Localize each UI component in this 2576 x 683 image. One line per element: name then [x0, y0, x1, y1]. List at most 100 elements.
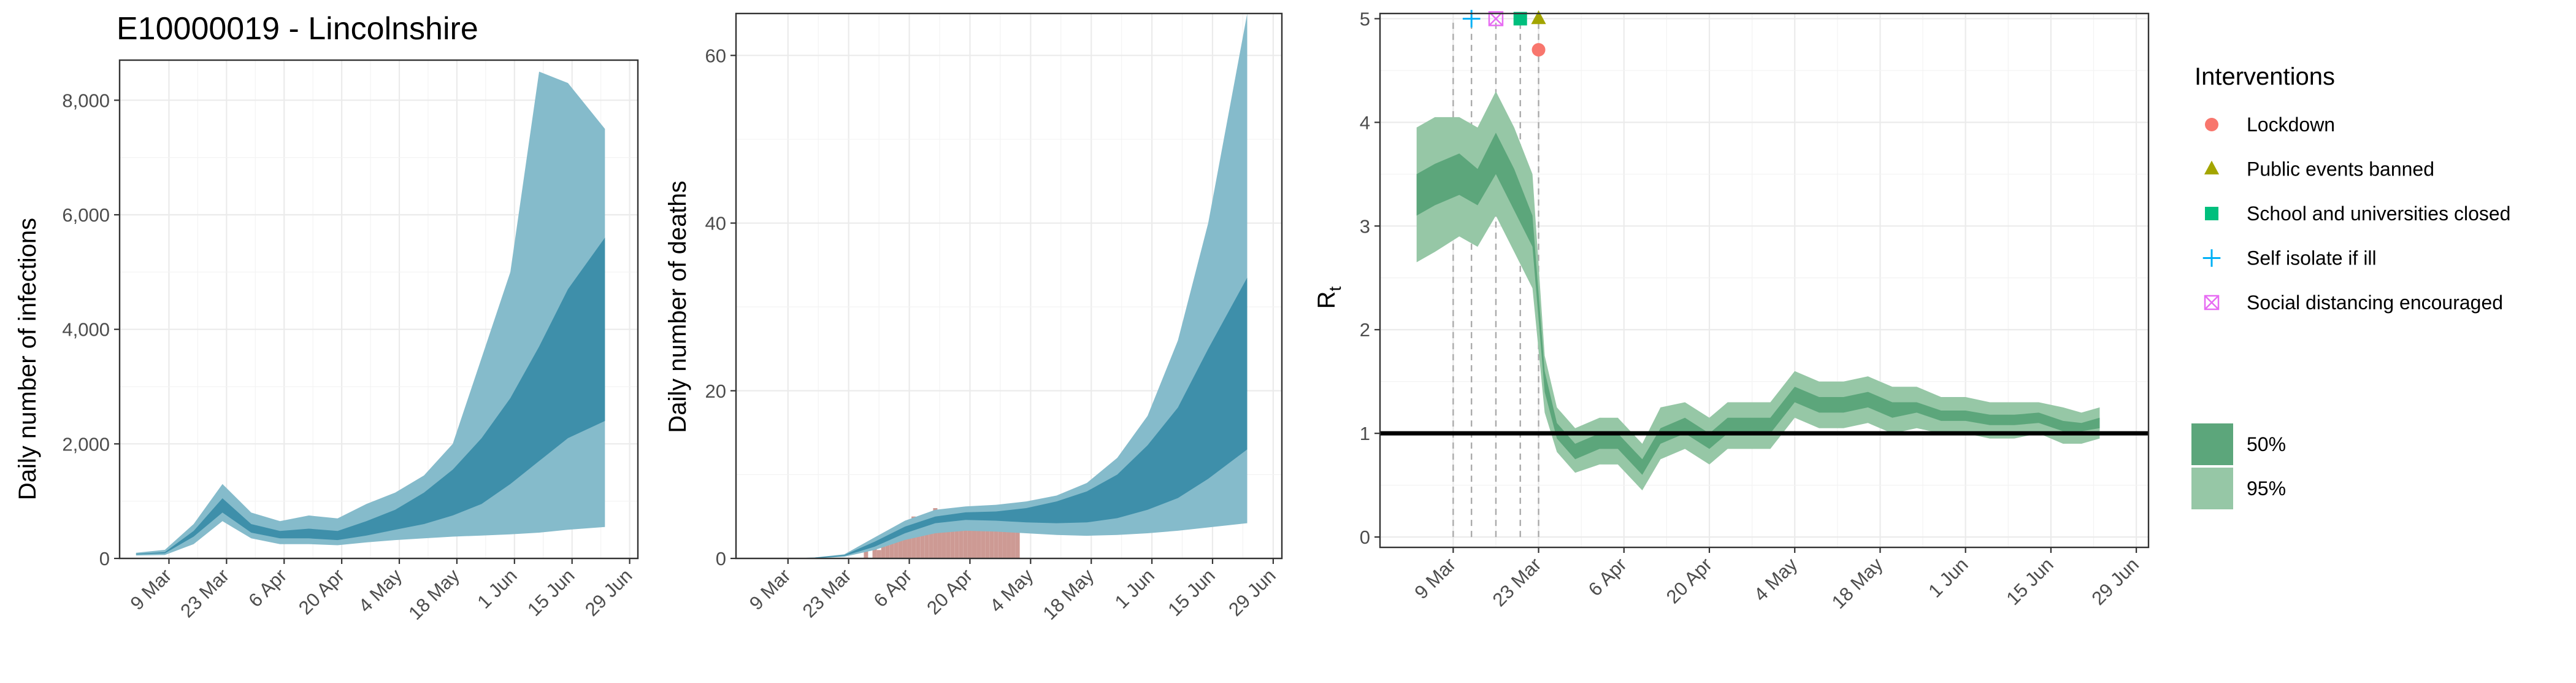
x-tick-label: 29 Jun — [2087, 554, 2143, 609]
observed-death-bar — [872, 541, 877, 558]
y-tick-label: 4,000 — [62, 319, 110, 341]
legend: Interventions Lockdown Public events bann… — [2191, 63, 2510, 509]
panel-border — [735, 12, 1283, 560]
observed-death-bar — [881, 541, 886, 558]
y-tick-label: 2,000 — [62, 433, 110, 455]
y-tick-label: 60 — [705, 45, 726, 66]
x-tick-label: 4 May — [986, 565, 1038, 617]
observed-death-bar — [946, 516, 951, 558]
observed-death-bar — [989, 525, 994, 558]
observed-death-bar — [1015, 516, 1020, 558]
observed-death-bar — [864, 550, 868, 558]
rt-bands — [1416, 91, 2100, 491]
x-tick-label: 9 Mar — [745, 565, 795, 614]
x-tick-label: 9 Mar — [126, 565, 176, 614]
observed-death-bar — [929, 525, 933, 558]
x-tick-label: 4 May — [1750, 554, 1802, 606]
legend-key-boxcross — [2204, 295, 2220, 311]
y-tick-label: 3 — [1360, 215, 1370, 237]
observed-death-bar — [963, 508, 968, 558]
observed-death-bar — [981, 516, 986, 558]
observed-death-bar — [959, 525, 964, 558]
observed-death-bar — [967, 516, 972, 558]
x-tick-label: 15 Jun — [2002, 554, 2058, 609]
x-tick-label: 20 Apr — [294, 565, 348, 619]
x-tick-label: 1 Jun — [1924, 554, 1972, 601]
observed-death-bar — [1002, 525, 1007, 558]
y-tick-label: 5 — [1360, 8, 1370, 29]
x-tick-label: 6 Apr — [1584, 554, 1631, 600]
observed-death-bar — [950, 508, 955, 558]
x-tick-label: 4 May — [355, 565, 407, 617]
observed-death-bar — [941, 525, 946, 558]
x-tick-label: 20 Apr — [1662, 554, 1716, 608]
x-tick-label: 18 May — [1039, 565, 1098, 624]
deaths-band-50 — [753, 277, 1248, 558]
observed-death-bar — [902, 533, 907, 558]
observed-death-bar — [920, 516, 925, 558]
panel-border — [118, 59, 639, 560]
x-tick-label: 23 Mar — [799, 565, 856, 622]
y-tick-label: 0 — [99, 548, 110, 569]
infections-y-label: Daily number of infections — [14, 218, 41, 500]
legend-label: School and universities closed — [2247, 203, 2510, 225]
infections-bands — [136, 71, 605, 556]
intervention-marker — [1531, 43, 1546, 57]
observed-death-bar — [972, 516, 976, 558]
deaths-bands — [753, 14, 1248, 558]
x-tick-label: 29 Jun — [581, 565, 637, 620]
infections-band-50 — [136, 237, 605, 555]
infections-axes: 0 2,000 4,000 6,000 8,000 9 Mar 23 Mar 6 Apr 20 … — [62, 59, 639, 624]
x-tick-label: 23 Mar — [176, 565, 233, 622]
plot-background — [1380, 14, 2149, 547]
observed-death-bar — [1011, 525, 1016, 558]
observed-death-bar — [954, 516, 959, 558]
rt-grid — [1380, 14, 2149, 547]
legend-key-plus — [2202, 249, 2221, 267]
observed-death-bar — [907, 525, 912, 558]
intervention-marker — [1531, 10, 1546, 25]
deaths-band-95 — [753, 14, 1248, 558]
legend-label: Social distancing encouraged — [2247, 291, 2503, 314]
y-tick-label: 4 — [1360, 112, 1370, 133]
legend-key-square — [2205, 207, 2218, 220]
x-tick-label: 1 Jun — [1111, 565, 1159, 612]
y-tick-label: 1 — [1360, 423, 1370, 444]
observed-deaths-bars — [864, 508, 1020, 558]
y-tick-label: 20 — [705, 380, 726, 402]
rt-y-label: Rt — [1313, 286, 1344, 309]
observed-death-bar — [885, 533, 890, 558]
x-tick-label: 29 Jun — [1224, 565, 1280, 620]
x-tick-label: 1 Jun — [473, 565, 521, 612]
observed-death-bar — [889, 541, 894, 558]
x-tick-label: 15 Jun — [523, 565, 579, 620]
x-tick-label: 20 Apr — [922, 565, 976, 619]
x-tick-label: 18 May — [1828, 554, 1887, 613]
legend-label: Self isolate if ill — [2247, 247, 2377, 269]
legend-band-swatch — [2191, 423, 2233, 465]
observed-death-bar — [894, 533, 899, 558]
x-tick-label: 18 May — [404, 565, 464, 624]
observed-death-bar — [998, 516, 1003, 558]
observed-death-bar — [1006, 516, 1011, 558]
deaths-panel: Daily number of deaths 0 20 40 60 9 Mar 23 Ma… — [664, 12, 1283, 624]
legend-band-swatch — [2191, 468, 2233, 509]
legend-label: Lockdown — [2247, 114, 2335, 136]
x-tick-label: 9 Mar — [1410, 554, 1460, 603]
observed-death-bar — [985, 508, 990, 558]
panel-border — [1379, 12, 2150, 549]
observed-death-bar — [994, 516, 999, 558]
y-tick-label: 40 — [705, 213, 726, 234]
rt-panel: Rt 0 1 2 3 4 5 9 Mar 23 Mar 6 Apr 20 Apr 4 May 18 M… — [1313, 8, 2150, 613]
legend-band-label: 95% — [2247, 477, 2286, 500]
y-tick-label: 2 — [1360, 319, 1370, 341]
infections-panel: Daily number of infections 0 2,000 4,000 6,… — [14, 59, 639, 624]
rt-band-95 — [1416, 91, 2100, 491]
observed-death-bar — [937, 516, 942, 558]
legend-key-circle — [2205, 118, 2218, 131]
y-tick-label: 8,000 — [62, 90, 110, 111]
x-tick-label: 6 Apr — [244, 565, 291, 611]
y-tick-label: 0 — [1360, 527, 1370, 548]
y-tick-label: 6,000 — [62, 204, 110, 226]
observed-death-bar — [898, 525, 903, 558]
